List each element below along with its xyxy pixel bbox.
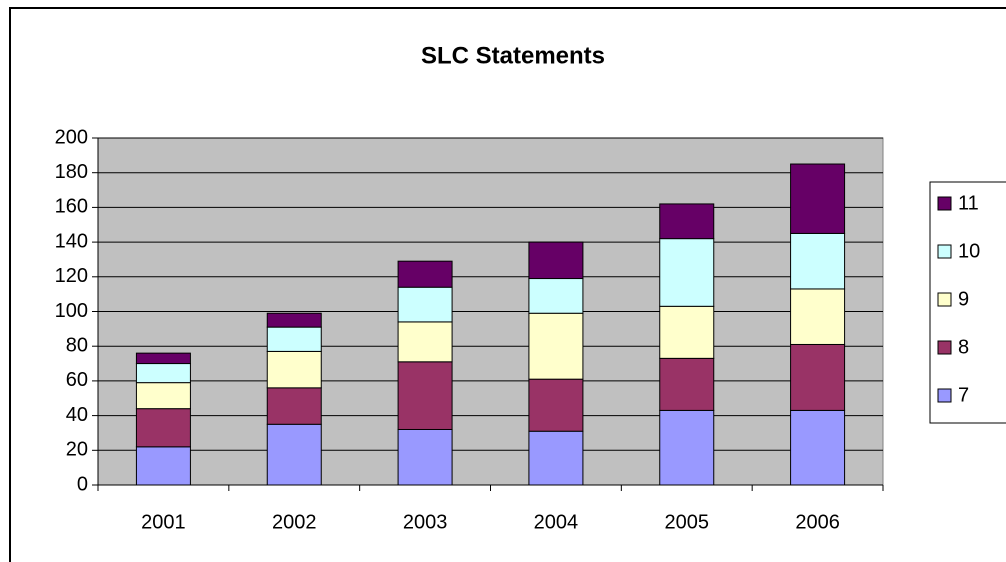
bar-segment (397, 361, 453, 430)
legend-label: 11 (958, 192, 979, 214)
bar-segment (397, 286, 453, 323)
legend-label: 10 (958, 240, 980, 262)
bar-segment (266, 326, 322, 352)
y-tick-label: 160 (55, 196, 88, 218)
bar-segment (135, 363, 191, 384)
bar-segment (266, 423, 322, 486)
bar-segment (266, 387, 322, 425)
bar-segment (135, 446, 191, 486)
bar-segment (135, 382, 191, 410)
bar-segment (790, 409, 846, 486)
legend-label: 7 (958, 384, 969, 406)
chart-title: SLC Statements (421, 42, 605, 69)
x-tick-label: 2004 (534, 511, 579, 533)
bar-segment (135, 408, 191, 448)
legend-swatch (937, 244, 952, 259)
bar-segment (528, 430, 584, 486)
y-tick-label: 140 (55, 230, 88, 252)
bar-segment (790, 288, 846, 345)
y-tick-label: 0 (77, 473, 88, 495)
x-tick-label: 2003 (403, 511, 448, 533)
bar-segment (659, 203, 715, 240)
x-tick-label: 2001 (141, 511, 186, 533)
legend-swatch (937, 388, 952, 403)
y-tick-label: 60 (66, 369, 88, 391)
x-tick-label: 2002 (272, 511, 317, 533)
bar-segment (659, 409, 715, 486)
bar-segment (659, 357, 715, 411)
bar-segment (659, 238, 715, 307)
bar-segment (528, 278, 584, 314)
y-tick-label: 20 (66, 439, 88, 461)
y-tick-label: 120 (55, 265, 88, 287)
bar-segment (528, 378, 584, 432)
y-tick-label: 40 (66, 404, 88, 426)
legend-swatch (937, 292, 952, 307)
y-tick-label: 80 (66, 334, 88, 356)
bar-segment (790, 232, 846, 290)
bar-segment (528, 312, 584, 380)
y-tick-label: 180 (55, 161, 88, 183)
legend-label: 9 (958, 288, 969, 310)
bar-segment (266, 312, 322, 328)
x-tick-label: 2005 (665, 511, 710, 533)
y-tick-label: 100 (55, 300, 88, 322)
bar-segment (397, 321, 453, 363)
legend-swatch (937, 196, 952, 211)
x-tick-label: 2006 (795, 511, 840, 533)
bar-segment (397, 260, 453, 288)
y-tick-label: 200 (55, 126, 88, 148)
bar-segment (397, 428, 453, 486)
bar-segment (790, 163, 846, 234)
legend-swatch (937, 340, 952, 355)
bar-segment (135, 352, 191, 365)
bar-segment (266, 350, 322, 389)
bar-segment (528, 241, 584, 280)
bar-segment (659, 305, 715, 359)
legend-label: 8 (958, 336, 969, 358)
bar-segment (790, 343, 846, 411)
